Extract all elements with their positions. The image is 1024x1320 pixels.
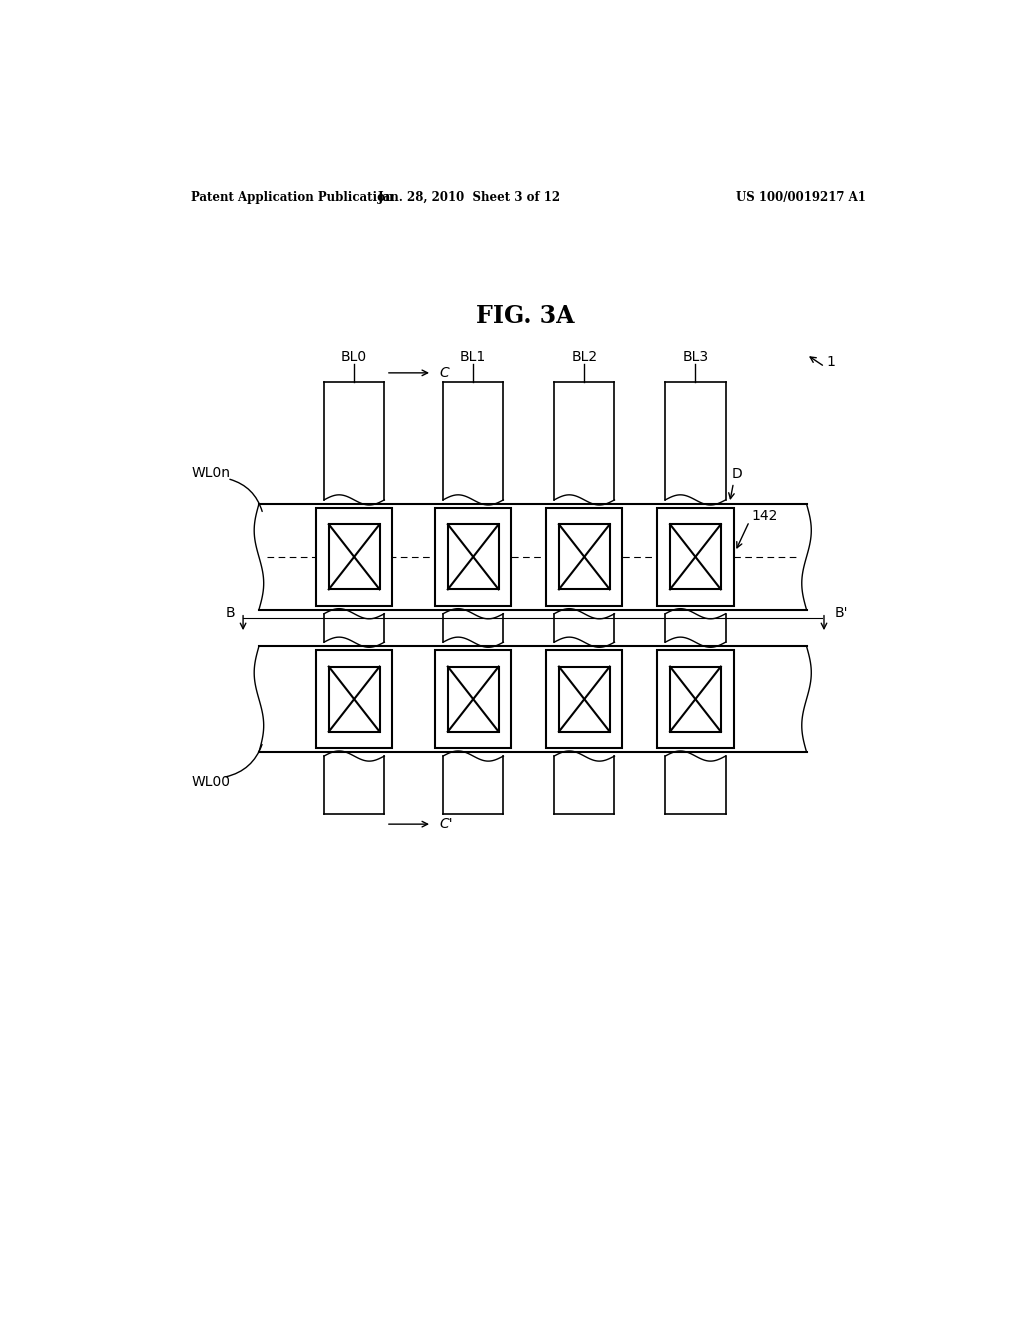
Text: BL1: BL1 — [460, 350, 486, 364]
Bar — [447, 524, 499, 589]
Bar — [546, 651, 623, 748]
Bar — [559, 667, 609, 731]
Bar — [546, 508, 623, 606]
Bar — [657, 508, 733, 606]
Bar — [657, 651, 733, 748]
Bar — [559, 524, 609, 589]
Text: BL3: BL3 — [682, 350, 709, 364]
Text: US 100/0019217 A1: US 100/0019217 A1 — [736, 190, 866, 203]
Bar — [670, 524, 721, 589]
Bar — [435, 508, 511, 606]
Text: 1: 1 — [826, 355, 836, 368]
Bar — [447, 667, 499, 731]
Text: WL0n: WL0n — [191, 466, 230, 480]
Bar — [316, 651, 392, 748]
Text: FIG. 3A: FIG. 3A — [475, 304, 574, 327]
Text: B': B' — [835, 606, 848, 619]
Bar — [435, 651, 511, 748]
Text: Patent Application Publication: Patent Application Publication — [191, 190, 394, 203]
Bar — [329, 667, 380, 731]
Text: B: B — [225, 606, 236, 619]
Bar — [329, 524, 380, 589]
Text: BL0: BL0 — [341, 350, 368, 364]
Bar — [670, 667, 721, 731]
Text: BL2: BL2 — [571, 350, 597, 364]
Text: WL00: WL00 — [191, 775, 230, 789]
Text: 142: 142 — [751, 510, 777, 523]
Text: Jan. 28, 2010  Sheet 3 of 12: Jan. 28, 2010 Sheet 3 of 12 — [378, 190, 561, 203]
Text: D: D — [731, 466, 741, 480]
Text: C: C — [440, 366, 450, 380]
Text: C': C' — [440, 817, 454, 832]
Bar — [316, 508, 392, 606]
